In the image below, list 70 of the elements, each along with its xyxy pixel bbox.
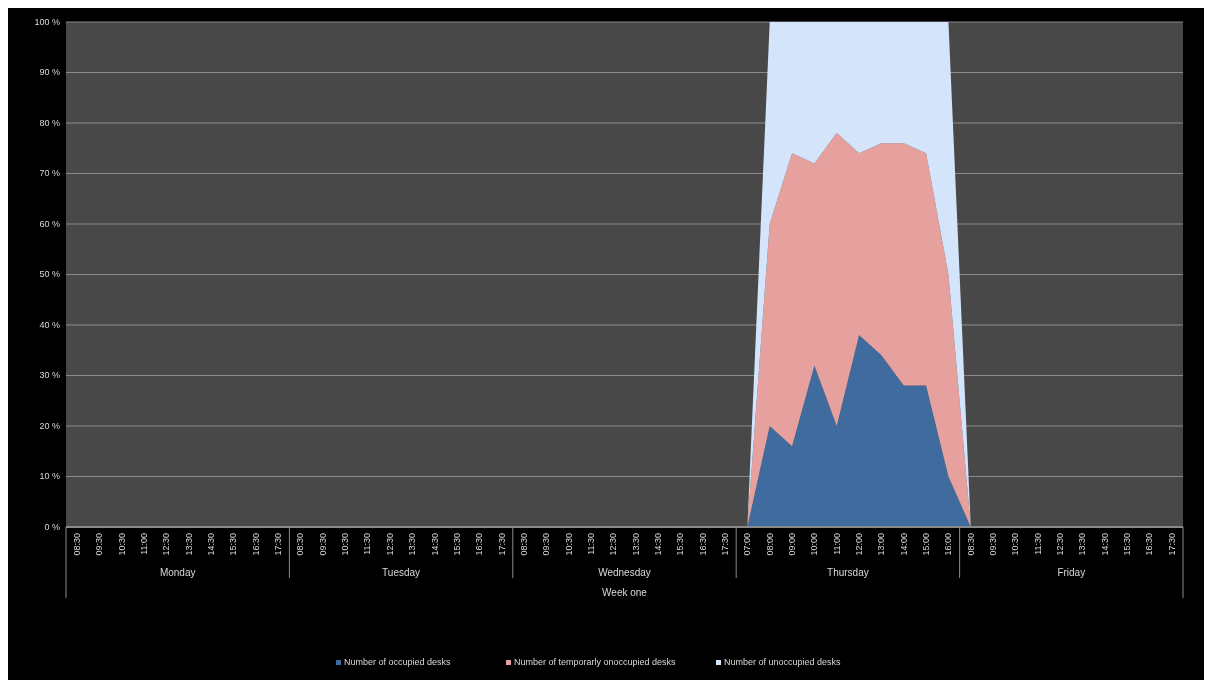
- x-tick-label: 12:30: [384, 533, 395, 556]
- x-tick-label: 11:30: [1032, 533, 1043, 555]
- y-tick-label: 60 %: [39, 218, 60, 229]
- x-tick-label: 10:30: [116, 533, 127, 556]
- x-tick-label: 09:30: [317, 533, 328, 556]
- x-tick-label: 14:30: [429, 533, 440, 556]
- legend-label: Number of temporarly onoccupied desks: [514, 657, 677, 667]
- x-tick-label: 15:30: [675, 533, 686, 556]
- y-tick-label: 40 %: [39, 319, 60, 330]
- x-tick-label: 15:00: [920, 533, 931, 556]
- y-tick-label: 70 %: [39, 168, 60, 179]
- x-tick-label: 13:30: [183, 533, 194, 556]
- x-tick-label: 16:30: [250, 533, 261, 556]
- x-tick-label: 12:30: [1055, 533, 1066, 556]
- x-tick-label: 16:30: [474, 533, 485, 556]
- y-tick-label: 80 %: [39, 117, 60, 128]
- x-tick-label: 16:30: [1144, 533, 1155, 556]
- x-tick-label: 11:30: [585, 533, 596, 555]
- x-tick-label: 12:30: [608, 533, 619, 556]
- text: Week one: [602, 587, 648, 598]
- x-tick-label: 10:30: [1010, 533, 1021, 556]
- x-tick-label: 10:30: [340, 533, 351, 556]
- y-tick-label: 0 %: [44, 521, 60, 532]
- y-tick-label: 50 %: [39, 269, 60, 280]
- y-tick-label: 20 %: [39, 420, 60, 431]
- x-tick-label: 12:30: [161, 533, 172, 556]
- x-tick-label: 15:30: [228, 533, 239, 556]
- x-tick-label: 17:30: [273, 533, 284, 556]
- text: Tuesday: [382, 567, 421, 578]
- x-tick-label: 08:00: [764, 533, 775, 556]
- x-tick-label: 14:30: [652, 533, 663, 556]
- x-tick-label: 09:30: [94, 533, 105, 556]
- x-tick-label: 14:00: [898, 533, 909, 556]
- x-tick-label: 14:30: [1099, 533, 1110, 556]
- text: Monday: [159, 567, 196, 578]
- x-tick-label: 10:30: [563, 533, 574, 556]
- y-tick-label: 100 %: [34, 16, 60, 27]
- x-tick-label: 12:00: [853, 533, 864, 556]
- x-tick-label: 11:00: [139, 533, 150, 555]
- x-tick-label: 13:30: [1077, 533, 1088, 556]
- x-tick-label: 16:30: [697, 533, 708, 556]
- x-tick-label: 13:00: [876, 533, 887, 556]
- x-tick-label: 16:00: [943, 533, 954, 556]
- x-tick-label: 17:30: [1166, 533, 1177, 556]
- y-tick-label: 30 %: [39, 370, 60, 381]
- x-tick-label: 13:30: [630, 533, 641, 556]
- x-tick-label: 15:30: [1122, 533, 1133, 556]
- y-tick-label: 10 %: [39, 471, 60, 482]
- x-tick-label: 17:30: [496, 533, 507, 556]
- x-tick-label: 08:30: [72, 533, 83, 556]
- x-tick-label: 13:30: [407, 533, 418, 556]
- legend-label: Number of unoccupied desks: [724, 657, 842, 667]
- y-tick-label: 90 %: [39, 67, 60, 78]
- x-tick-label: 15:30: [451, 533, 462, 556]
- x-tick-label: 09:30: [987, 533, 998, 556]
- x-tick-label: 09:30: [541, 533, 552, 556]
- x-tick-label: 09:00: [786, 533, 797, 556]
- text: Wednesday: [598, 567, 651, 578]
- x-tick-label: 10:00: [809, 533, 820, 556]
- x-tick-label: 08:30: [965, 533, 976, 556]
- x-tick-label: 07:00: [742, 533, 753, 556]
- x-tick-label: 17:30: [719, 533, 730, 556]
- x-tick-label: 14:30: [206, 533, 217, 556]
- text: Friday: [1057, 567, 1086, 578]
- text: Thursday: [827, 567, 869, 578]
- legend-label: Number of occupied desks: [344, 657, 452, 667]
- x-tick-label: 08:30: [295, 533, 306, 556]
- x-tick-label: 08:30: [518, 533, 529, 556]
- x-tick-label: 11:30: [362, 533, 373, 555]
- x-tick-label: 11:00: [831, 533, 842, 555]
